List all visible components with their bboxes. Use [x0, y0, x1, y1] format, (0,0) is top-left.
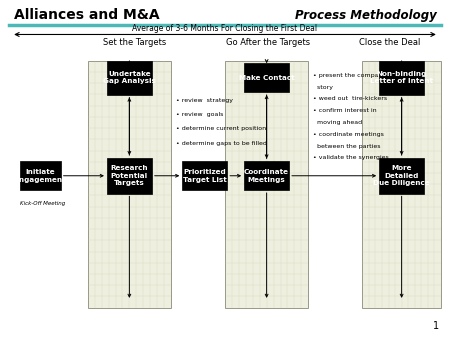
Text: More
Detailed
Due Diligence: More Detailed Due Diligence — [374, 165, 430, 186]
Text: • review  strategy: • review strategy — [176, 98, 233, 103]
Bar — [20, 162, 61, 190]
Text: • validate the synergies: • validate the synergies — [313, 155, 388, 161]
Text: Average of 3-6 Months For Closing the First Deal: Average of 3-6 Months For Closing the Fi… — [132, 24, 318, 33]
Text: • present the company's: • present the company's — [313, 73, 391, 78]
Text: story: story — [313, 84, 333, 90]
Text: 1: 1 — [432, 321, 439, 331]
Text: • determine gaps to be filled: • determine gaps to be filled — [176, 141, 266, 146]
Text: Process Methodology: Process Methodology — [295, 9, 436, 22]
Bar — [107, 158, 152, 193]
Text: between the parties: between the parties — [313, 144, 380, 149]
Bar — [88, 61, 171, 308]
Text: Research
Potential
Targets: Research Potential Targets — [111, 165, 148, 186]
Text: moving ahead: moving ahead — [313, 120, 362, 125]
Text: Set the Targets: Set the Targets — [104, 38, 166, 47]
Text: Non-binding
Letter of Intent: Non-binding Letter of Intent — [370, 71, 433, 84]
Bar — [379, 158, 424, 193]
Text: • determine current position: • determine current position — [176, 126, 266, 131]
Bar — [379, 61, 424, 95]
Bar — [244, 64, 289, 92]
Text: Go After the Targets: Go After the Targets — [226, 38, 310, 47]
Text: Coordinate
Meetings: Coordinate Meetings — [244, 169, 289, 183]
Text: • weed out  tire-kickers: • weed out tire-kickers — [313, 96, 387, 101]
Text: Make Contact: Make Contact — [239, 75, 294, 81]
Text: Prioritized
Target List: Prioritized Target List — [183, 169, 227, 183]
Bar — [362, 61, 441, 308]
Bar — [182, 162, 227, 190]
Bar — [225, 61, 308, 308]
Text: Close the Deal: Close the Deal — [359, 38, 420, 47]
Text: • coordinate meetings: • coordinate meetings — [313, 132, 383, 137]
Text: Kick-Off Meeting: Kick-Off Meeting — [20, 201, 66, 206]
Text: • confirm interest in: • confirm interest in — [313, 108, 376, 113]
Text: Undertake
Gap Analysis: Undertake Gap Analysis — [103, 71, 156, 84]
Bar — [244, 162, 289, 190]
Text: • review  goals: • review goals — [176, 112, 223, 117]
Text: Alliances and M&A: Alliances and M&A — [14, 8, 159, 22]
Text: Initiate
Engagement: Initiate Engagement — [15, 169, 66, 183]
Bar — [107, 61, 152, 95]
